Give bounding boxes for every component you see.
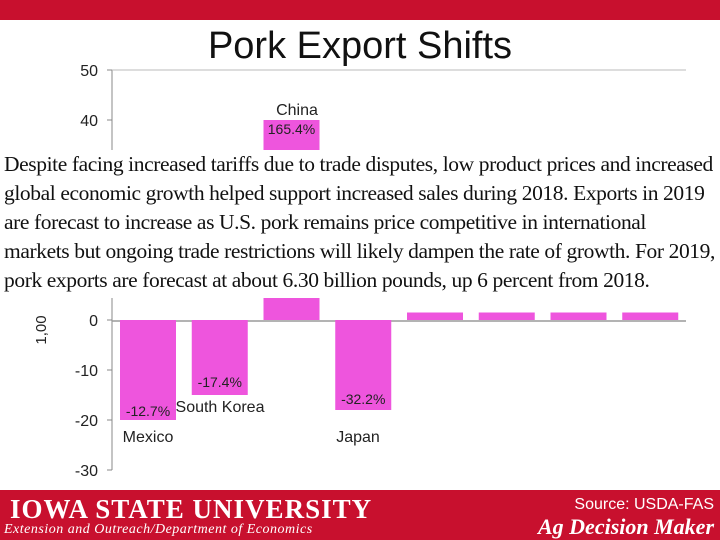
slide-title: Pork Export Shifts	[207, 25, 513, 67]
bar-empty-6	[550, 312, 607, 320]
data-label-1: -17.4%	[198, 374, 242, 390]
y-tick-label-0: 50	[80, 63, 98, 80]
y-axis-label: 1,00	[33, 315, 50, 344]
bar-empty-5	[478, 312, 535, 320]
category-label-south-korea: South Korea	[176, 399, 265, 416]
category-label-china: China	[276, 102, 318, 119]
category-label-japan: Japan	[336, 429, 380, 446]
department-text: Extension and Outreach/Department of Eco…	[4, 522, 313, 537]
bar-chart: 50 40 0 -10 -20 -30 1,00 -12.7% Mexico -17.4% Sout…	[33, 63, 686, 480]
source-text: Source: USDA-FAS	[574, 496, 714, 513]
y-tick-label-5: -30	[75, 463, 98, 480]
data-label-2: 165.4%	[268, 121, 315, 137]
bar-empty-7	[622, 312, 679, 320]
bar-japan	[335, 320, 392, 410]
brand-text: Ag Decision Maker	[538, 514, 714, 539]
data-label-0: -12.7%	[126, 403, 170, 419]
bar-empty-4	[407, 312, 463, 320]
footer-bar: IOWA STATE UNIVERSITY Extension and Outr…	[0, 490, 720, 540]
slide-body-text: Despite facing increased tariffs due to …	[4, 150, 716, 298]
y-tick-label-2: 0	[89, 313, 98, 330]
bar-mexico	[120, 320, 176, 420]
top-accent-bar	[0, 0, 720, 20]
data-label-3: -32.2%	[341, 391, 385, 407]
y-tick-label-4: -20	[75, 413, 98, 430]
y-tick-label-3: -10	[75, 363, 98, 380]
university-logo-text: IOWA STATE UNIVERSITY	[10, 494, 373, 524]
y-tick-label-1: 40	[80, 113, 98, 130]
bar-south-korea	[191, 320, 248, 395]
category-label-mexico: Mexico	[123, 429, 174, 446]
